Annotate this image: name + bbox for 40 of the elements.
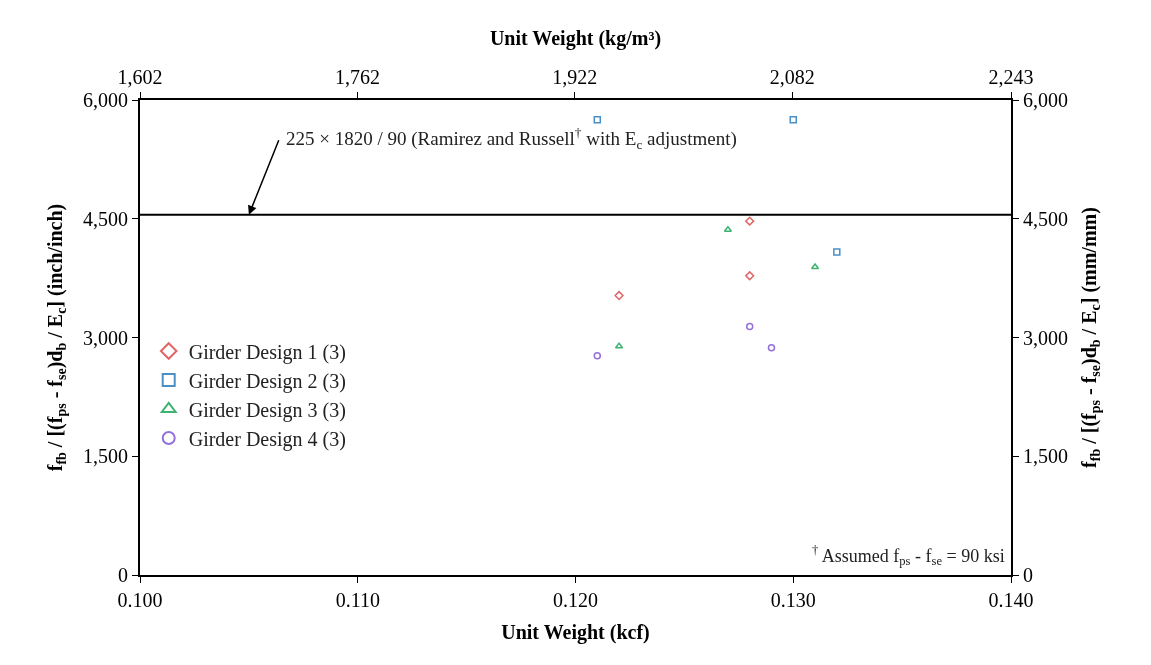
- y2-tick-label: 3,000: [1023, 326, 1068, 349]
- point: [593, 116, 602, 124]
- point: [767, 344, 776, 352]
- legend-label: Girder Design 4 (3): [188, 427, 346, 451]
- x2-tick-label: 1,602: [117, 66, 163, 88]
- x-tick-label: 0.140: [988, 589, 1034, 611]
- x-tick-label: 0.110: [335, 589, 380, 611]
- point: [593, 351, 602, 360]
- point: [789, 116, 797, 124]
- y2-tick-label: 4,500: [1023, 207, 1068, 230]
- point: [745, 216, 755, 226]
- x-tick-label: 0.120: [553, 589, 598, 611]
- x2-tick-label: 2,243: [988, 66, 1034, 88]
- y-tick-label: 0: [118, 564, 128, 586]
- legend-label: Girder Design 3 (3): [188, 398, 346, 422]
- x2-axis-title: Unit Weight (kg/m³): [489, 27, 662, 50]
- point: [810, 263, 820, 270]
- legend-label: Girder Design 1 (3): [188, 340, 346, 364]
- point: [614, 290, 624, 301]
- y2-tick-label: 0: [1023, 564, 1033, 586]
- y-tick-label: 3,000: [83, 326, 128, 349]
- x-tick-label: 0.100: [117, 589, 163, 611]
- y2-tick-label: 1,500: [1023, 445, 1068, 468]
- point: [723, 226, 733, 233]
- legend-label: Girder Design 2 (3): [188, 369, 346, 393]
- point: [614, 342, 624, 349]
- point: [745, 322, 754, 331]
- x-tick-label: 0.130: [770, 589, 816, 611]
- ref-line-label: 225 × 1820 / 90 (Ramirez and Russell$^{†}$ with E$_{c}$ adjustment): [286, 125, 737, 152]
- y-tick-label: 6,000: [83, 89, 128, 111]
- point: [745, 271, 755, 281]
- y2-tick-label: 6,000: [1023, 89, 1068, 111]
- x-axis-title: Unit Weight (kcf): [501, 621, 650, 644]
- x2-tick-label: 2,082: [769, 66, 815, 88]
- point: [833, 248, 841, 256]
- y-tick-label: 1,500: [83, 445, 128, 468]
- x2-tick-label: 1,922: [552, 66, 598, 88]
- x2-tick-label: 1,762: [334, 66, 380, 88]
- y-tick-label: 4,500: [83, 207, 128, 230]
- annotation: $^{†}$ Assumed f$_{ps}$ - f$_{se}$ = 90 ksi: [812, 543, 1005, 569]
